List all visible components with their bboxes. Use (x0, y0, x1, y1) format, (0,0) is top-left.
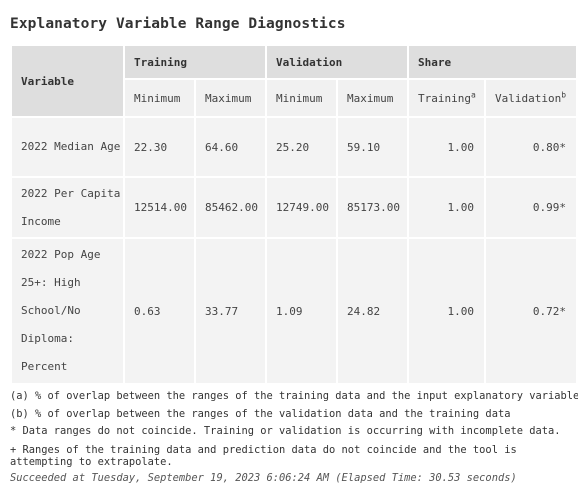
range-diagnostics-table: Variable Training Validation Share Minim… (10, 44, 578, 385)
footnotes: (a) % of overlap between the ranges of t… (10, 388, 578, 487)
header-validation-minimum: Minimum (265, 78, 339, 118)
report-title: Explanatory Variable Range Diagnostics (10, 16, 346, 32)
footnote-a: (a) % of overlap between the ranges of t… (10, 390, 578, 402)
cell-variable: 2022 Median Age (10, 116, 125, 178)
header-validation-maximum: Maximum (336, 78, 410, 118)
status-message: Succeeded at Tuesday, September 19, 2023… (10, 471, 517, 484)
header-share-validation: Validationb (484, 78, 578, 118)
cell-training-minimum: 0.63 (123, 237, 196, 385)
cell-training-minimum: 22.30 (123, 116, 196, 178)
cell-validation-minimum: 25.20 (265, 116, 339, 178)
footnote-incomplete-data: * Data ranges do not coincide. Training … (10, 425, 561, 437)
header-share-validation-label: Validation (495, 91, 562, 105)
cell-variable: 2022 Per Capita Income (10, 176, 125, 239)
table-row: 2022 Per Capita Income 12514.00 85462.00… (10, 176, 578, 239)
cell-training-minimum: 12514.00 (123, 176, 196, 239)
header-variable: Variable (10, 44, 125, 118)
cell-share-validation: 0.99* (484, 176, 578, 239)
variable-name: 2022 Pop Age 25+: High School/No Diploma… (21, 248, 101, 373)
cell-share-validation: 0.72* (484, 237, 578, 385)
cell-share-training: 1.00 (407, 237, 487, 385)
header-share-training-footnote-mark: a (471, 89, 476, 99)
variable-name: 2022 Median Age (21, 140, 121, 153)
variable-name: 2022 Per Capita Income (21, 186, 121, 228)
cell-training-maximum: 85462.00 (193, 176, 268, 239)
header-training: Training (122, 44, 268, 80)
header-subcolumn-row: Minimum Maximum Minimum Maximum Training… (11, 78, 578, 118)
header-training-maximum: Maximum (193, 78, 268, 118)
header-share: Share (407, 44, 578, 80)
cell-validation-minimum: 12749.00 (265, 176, 339, 239)
header-share-validation-footnote-mark: b (561, 89, 567, 99)
cell-validation-maximum: 59.10 (336, 116, 410, 178)
header-group-row: Variable Training Validation Share (10, 44, 578, 118)
cell-validation-maximum: 85173.00 (336, 176, 410, 239)
cell-validation-minimum: 1.09 (265, 237, 339, 385)
header-share-training-label: Training (418, 91, 472, 105)
cell-validation-maximum: 24.82 (336, 237, 410, 385)
cell-share-training: 1.00 (407, 176, 487, 239)
cell-variable: 2022 Pop Age 25+: High School/No Diploma… (10, 237, 125, 385)
cell-share-training: 1.00 (407, 116, 487, 178)
header-share-training: Traininga (407, 78, 487, 118)
footnote-b: (b) % of overlap between the ranges of t… (10, 407, 511, 420)
header-validation: Validation (265, 44, 410, 80)
table-row: 2022 Pop Age 25+: High School/No Diploma… (10, 237, 578, 385)
footnote-extrapolation: + Ranges of the training data and predic… (10, 443, 517, 469)
table-row: 2022 Median Age 22.30 64.60 25.20 59.10 … (10, 116, 578, 178)
cell-share-validation: 0.80* (484, 116, 578, 178)
cell-training-maximum: 64.60 (193, 116, 268, 178)
header-training-minimum: Minimum (123, 78, 196, 118)
cell-training-maximum: 33.77 (193, 237, 268, 385)
